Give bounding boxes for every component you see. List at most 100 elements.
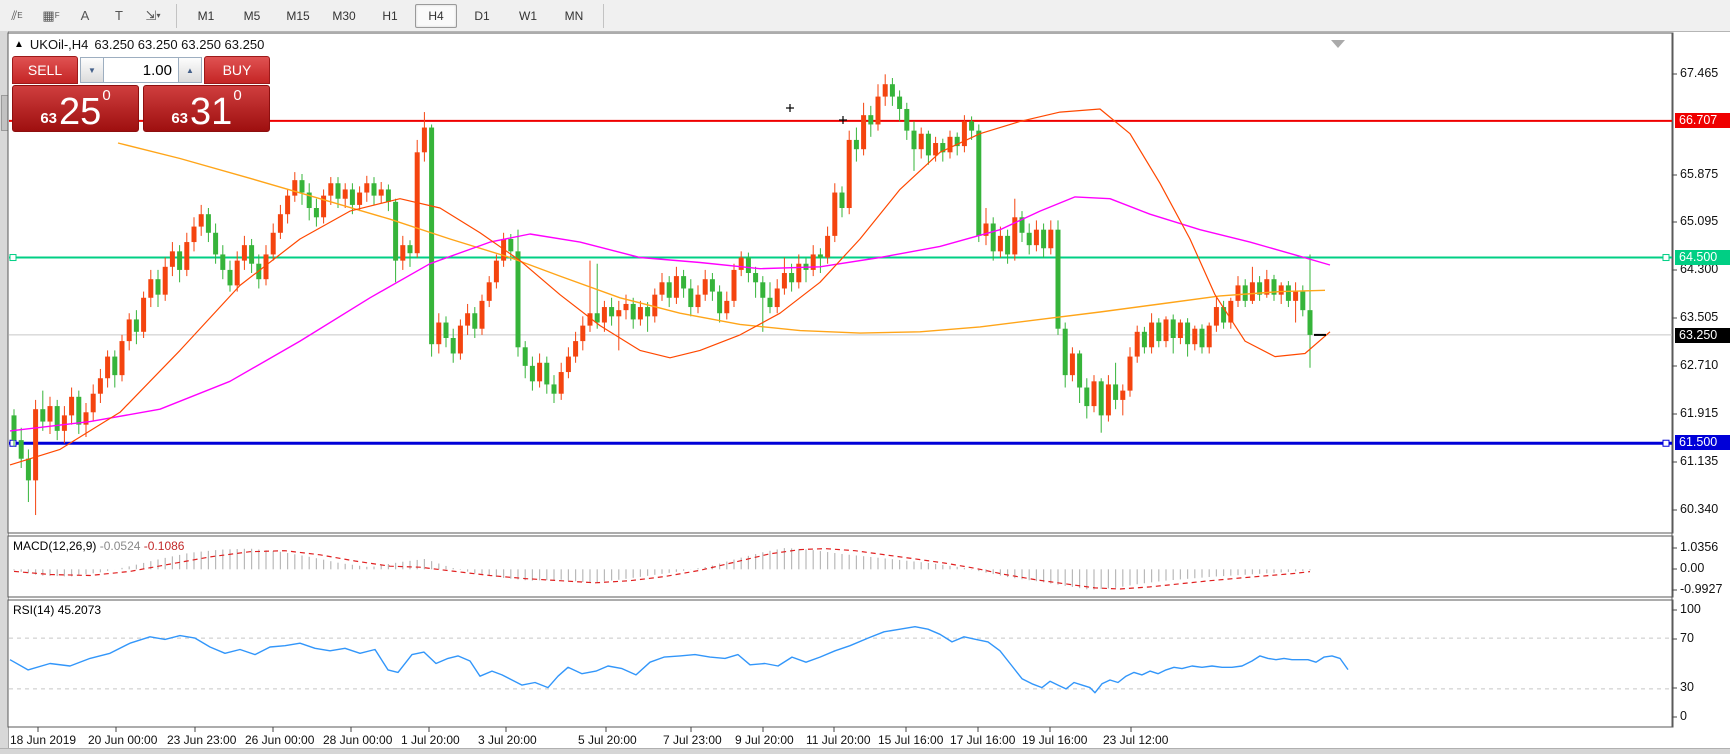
hline-handle-64.500[interactable] (1662, 254, 1670, 262)
candle-body (1163, 319, 1169, 342)
candle-body (832, 192, 838, 236)
candle-body (249, 245, 255, 264)
price-label--0.9927: -0.9927 (1680, 582, 1723, 596)
candle-body (1005, 235, 1011, 255)
candle-body (241, 245, 247, 261)
candle-body (565, 356, 571, 373)
timeframe-H1-button[interactable]: H1 (382, 8, 398, 23)
candle-body (969, 121, 975, 131)
candle-body (191, 226, 197, 243)
fibonacci-grid-tool-icon[interactable]: ▦ F (42, 7, 60, 23)
volume-decrease-button[interactable]: ▼ (80, 57, 104, 83)
candle-body (47, 406, 53, 422)
price-label-61.135: 61.135 (1680, 454, 1719, 468)
main-chart-panel[interactable] (7, 32, 1674, 534)
candle-body (724, 300, 730, 314)
volume-input[interactable] (104, 57, 178, 83)
candle-body (126, 319, 132, 342)
buy-button[interactable]: BUY (204, 56, 270, 84)
timeframe-H4-button[interactable]: H4 (415, 3, 457, 28)
text-tool-icon[interactable]: A (80, 8, 90, 23)
macd-panel[interactable] (7, 535, 1674, 598)
candle-body (796, 263, 802, 283)
candle-body (162, 266, 168, 295)
candle-body (1192, 328, 1198, 345)
toolbar-separator (603, 3, 604, 28)
time-label: 15 Jul 16:00 (878, 733, 944, 747)
chart-shift-marker-icon[interactable] (1331, 40, 1345, 48)
candle-body (465, 313, 471, 326)
candle-body (709, 279, 715, 292)
timeframe-M5-button[interactable]: M5 (243, 8, 261, 23)
candle-body (277, 214, 283, 233)
candle-body (342, 189, 348, 199)
candle-body (205, 214, 211, 233)
chart-title: ▲ UKOil-,H4 63.250 63.250 63.250 63.250 (14, 37, 264, 52)
time-label: 17 Jul 16:00 (950, 733, 1016, 747)
candle-body (479, 300, 485, 329)
macd-signal-value: -0.1086 (143, 539, 185, 553)
candle-body (393, 201, 399, 261)
hline-handle-64.500[interactable] (9, 254, 17, 262)
price-label-67.465: 67.465 (1680, 66, 1719, 80)
equidistant-channel-tool-icon[interactable]: ⫽ E (11, 7, 23, 23)
sell-price-tile[interactable]: 63 25 0 (12, 85, 139, 132)
candle-body (868, 115, 874, 125)
candle-body (580, 325, 586, 342)
candle-body (328, 183, 334, 196)
arrows-tool-icon[interactable]: ⇲ ▾ (145, 7, 161, 23)
candle-body (1149, 322, 1155, 348)
candle-body (371, 183, 377, 196)
candle-body (609, 307, 615, 317)
one-click-collapse-arrow-icon[interactable]: ▲ (14, 39, 24, 50)
rsi-value: 45.2073 (57, 603, 102, 617)
timeframe-M30-button[interactable]: M30 (332, 8, 356, 23)
buy-price-tile[interactable]: 63 31 0 (143, 85, 270, 132)
price-label-61.915: 61.915 (1680, 406, 1719, 420)
candle-body (155, 279, 161, 295)
hline-handle-61.500[interactable] (1662, 439, 1670, 447)
candle-body (983, 223, 989, 236)
candle-body (529, 365, 535, 382)
candle-body (897, 96, 903, 109)
candle-body (407, 245, 413, 254)
price-label-64.500: 64.500 (1675, 250, 1730, 265)
ohlc-values: 63.250 63.250 63.250 63.250 (94, 37, 265, 52)
candle-body (61, 415, 67, 431)
candle-body (688, 288, 694, 308)
candle-body (853, 139, 859, 150)
candle-body (961, 121, 967, 147)
time-label: 9 Jul 20:00 (735, 733, 794, 747)
candle-body (1206, 325, 1212, 348)
timeframe-D1-button[interactable]: D1 (474, 8, 490, 23)
volume-increase-button[interactable]: ▲ (178, 57, 202, 83)
candle-body (738, 257, 744, 270)
ma-magenta-line (9, 196, 1331, 432)
candle-body (429, 127, 435, 345)
candle-body (1012, 217, 1018, 255)
candle-body (1170, 319, 1176, 339)
candle-body (1249, 282, 1255, 301)
candle-body (169, 251, 175, 267)
sell-button[interactable]: SELL (12, 56, 78, 84)
candle-body (54, 406, 60, 431)
timeframe-M15-button[interactable]: M15 (286, 8, 310, 23)
candle-body (1048, 229, 1054, 249)
timeframe-MN-button[interactable]: MN (564, 8, 584, 23)
candle-body (861, 115, 867, 150)
text-label-tool-icon[interactable]: T (115, 8, 123, 23)
buy-price-units: 63 (171, 110, 189, 127)
candle-body (645, 307, 651, 317)
time-label: 18 Jun 2019 (10, 733, 77, 747)
candle-body (1019, 217, 1025, 233)
hline-handle-61.500[interactable] (9, 439, 17, 447)
candle-body (954, 136, 960, 147)
candle-body (976, 130, 982, 236)
timeframe-M1-button[interactable]: M1 (197, 8, 215, 23)
candle-body (652, 294, 658, 317)
candle-body (457, 325, 463, 354)
rsi-panel[interactable] (7, 599, 1674, 728)
timeframe-W1-button[interactable]: W1 (519, 8, 537, 23)
